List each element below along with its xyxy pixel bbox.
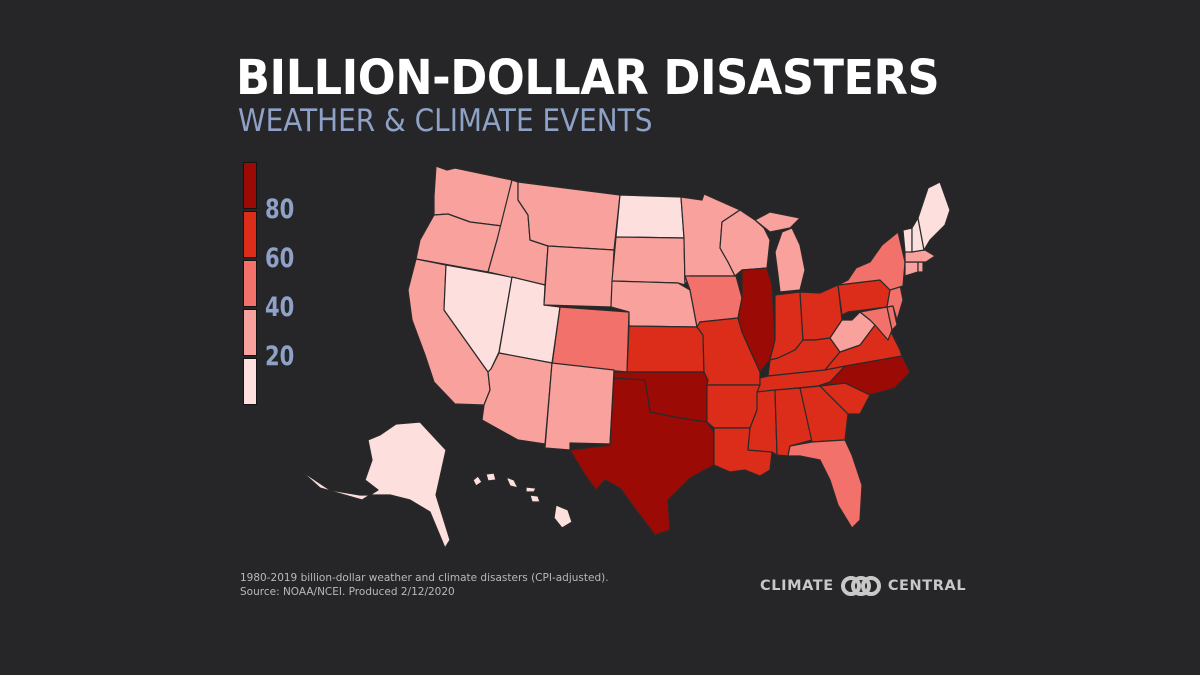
state-GA — [799, 385, 849, 443]
footnote-line-2: Source: NOAA/NCEI. Produced 2/12/2020 — [240, 586, 455, 598]
logo-text-left: CLIMATE — [760, 578, 834, 594]
state-NY — [837, 231, 906, 291]
state-VT — [902, 227, 913, 253]
state-HI — [472, 472, 573, 529]
legend-tick-80: 80 — [265, 194, 295, 225]
state-RI — [917, 261, 924, 273]
source-footnote: 1980-2019 billion-dollar weather and cli… — [240, 571, 609, 599]
logo-rings-icon — [840, 576, 882, 596]
legend-tick-60: 60 — [265, 243, 295, 274]
legend-tick-40: 40 — [265, 292, 295, 323]
state-WY — [543, 245, 615, 308]
state-CO — [551, 306, 630, 373]
legend-swatch-80-plus — [243, 162, 257, 209]
state-IL — [737, 267, 776, 373]
state-NM — [544, 362, 615, 451]
state-MI — [754, 211, 806, 293]
logo-text-right: CENTRAL — [887, 578, 967, 594]
page-title: BILLION-DOLLAR DISASTERS — [236, 50, 940, 106]
climate-central-logo: CLIMATE CENTRAL — [760, 575, 966, 597]
legend-tick-20: 20 — [265, 341, 295, 372]
state-AZ — [481, 352, 553, 445]
state-MT — [517, 181, 621, 251]
legend-swatch-0-20 — [243, 358, 257, 405]
state-ME — [917, 181, 951, 251]
state-AK — [299, 421, 451, 549]
state-ND — [615, 194, 685, 239]
footnote-line-1: 1980-2019 billion-dollar weather and cli… — [240, 572, 609, 584]
legend-swatch-20-40 — [243, 309, 257, 356]
legend-swatch-60-80 — [243, 211, 257, 258]
state-TX — [569, 377, 715, 536]
legend-swatch-40-60 — [243, 260, 257, 307]
state-CT — [904, 261, 919, 277]
color-legend: 80 60 40 20 — [243, 162, 343, 412]
state-SD — [611, 236, 686, 286]
page-subtitle: WEATHER & CLIMATE EVENTS — [238, 103, 653, 139]
state-FL — [787, 439, 863, 529]
state-KS — [626, 325, 705, 373]
